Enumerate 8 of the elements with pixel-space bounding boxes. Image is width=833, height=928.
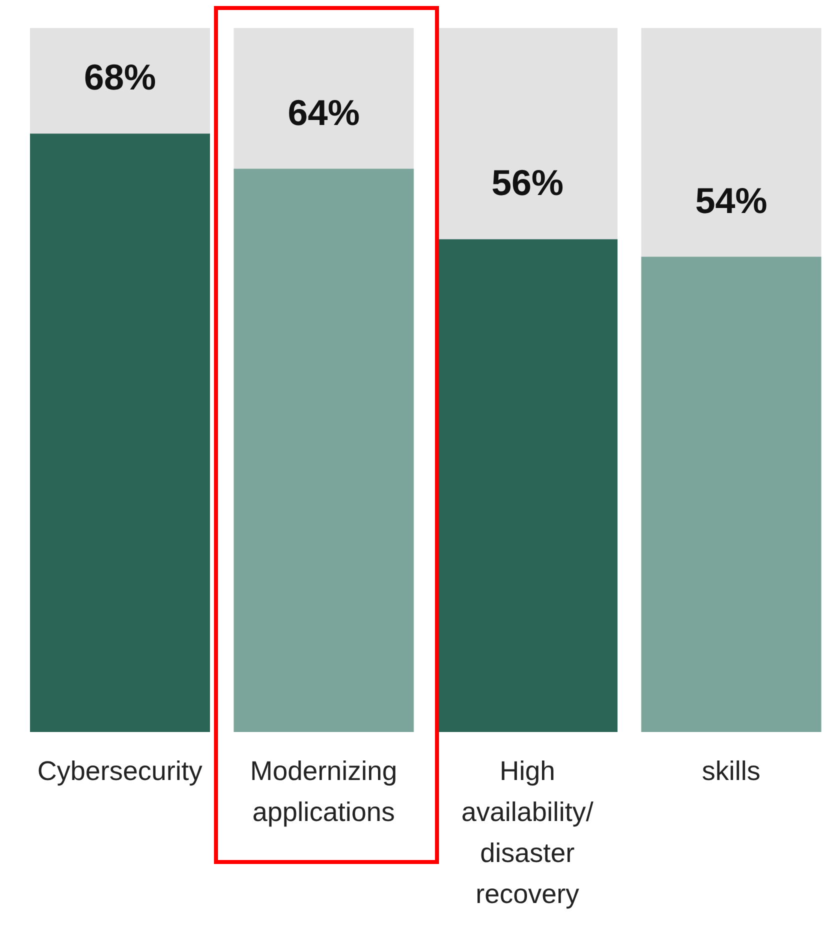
x-tick-label: High availability/ disaster recovery [461, 756, 594, 909]
data-label: 64% [288, 92, 360, 133]
data-label: 56% [491, 162, 564, 204]
data-label: 68% [84, 56, 156, 98]
data-label: 54% [695, 180, 768, 221]
x-tick-label: Cybersecurity [37, 756, 203, 786]
x-tick-label: skills [702, 756, 760, 786]
x-tick-label: Modernizing applications [250, 756, 398, 827]
